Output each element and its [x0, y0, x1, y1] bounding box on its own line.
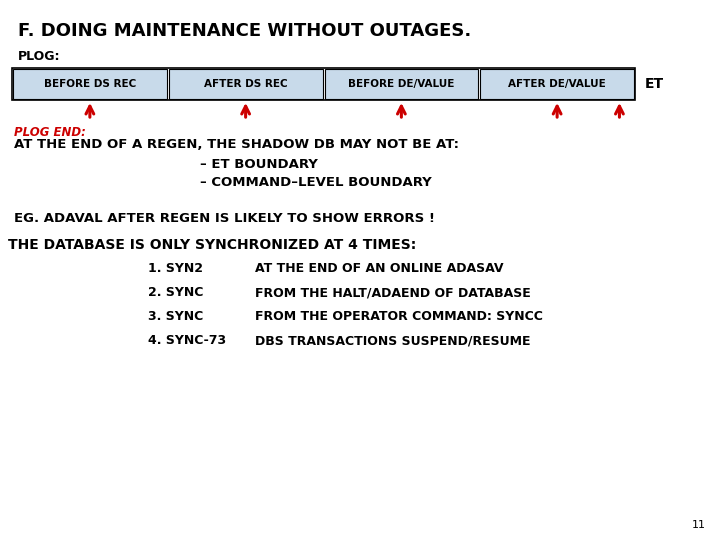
- Text: DBS TRANSACTIONS SUSPEND/RESUME: DBS TRANSACTIONS SUSPEND/RESUME: [255, 334, 531, 347]
- Bar: [325, 69, 478, 99]
- Text: 11: 11: [692, 520, 706, 530]
- Bar: [480, 69, 634, 99]
- Text: PLOG:: PLOG:: [18, 50, 60, 63]
- Text: AT THE END OF AN ONLINE ADASAV: AT THE END OF AN ONLINE ADASAV: [255, 262, 503, 275]
- Text: THE DATABASE IS ONLY SYNCHRONIZED AT 4 TIMES:: THE DATABASE IS ONLY SYNCHRONIZED AT 4 T…: [8, 238, 416, 252]
- Text: – COMMAND–LEVEL BOUNDARY: – COMMAND–LEVEL BOUNDARY: [200, 176, 432, 189]
- Text: 1. SYN2: 1. SYN2: [148, 262, 203, 275]
- Bar: [168, 69, 323, 99]
- Text: 2. SYNC: 2. SYNC: [148, 286, 203, 299]
- Text: AFTER DS REC: AFTER DS REC: [204, 79, 287, 89]
- Bar: [12, 68, 635, 100]
- Text: F. DOING MAINTENANCE WITHOUT OUTAGES.: F. DOING MAINTENANCE WITHOUT OUTAGES.: [18, 22, 472, 40]
- Text: ET: ET: [645, 77, 664, 91]
- Text: FROM THE HALT/ADAEND OF DATABASE: FROM THE HALT/ADAEND OF DATABASE: [255, 286, 531, 299]
- Text: AFTER DE/VALUE: AFTER DE/VALUE: [508, 79, 606, 89]
- Text: BEFORE DE/VALUE: BEFORE DE/VALUE: [348, 79, 454, 89]
- Text: PLOG END:: PLOG END:: [14, 126, 86, 139]
- Text: 3. SYNC: 3. SYNC: [148, 310, 203, 323]
- Text: AT THE END OF A REGEN, THE SHADOW DB MAY NOT BE AT:: AT THE END OF A REGEN, THE SHADOW DB MAY…: [14, 138, 459, 151]
- Bar: [13, 69, 167, 99]
- Text: 4. SYNC-73: 4. SYNC-73: [148, 334, 226, 347]
- Text: – ET BOUNDARY: – ET BOUNDARY: [200, 158, 318, 171]
- Text: BEFORE DS REC: BEFORE DS REC: [44, 79, 136, 89]
- Text: FROM THE OPERATOR COMMAND: SYNCC: FROM THE OPERATOR COMMAND: SYNCC: [255, 310, 543, 323]
- Text: EG. ADAVAL AFTER REGEN IS LIKELY TO SHOW ERRORS !: EG. ADAVAL AFTER REGEN IS LIKELY TO SHOW…: [14, 212, 435, 225]
